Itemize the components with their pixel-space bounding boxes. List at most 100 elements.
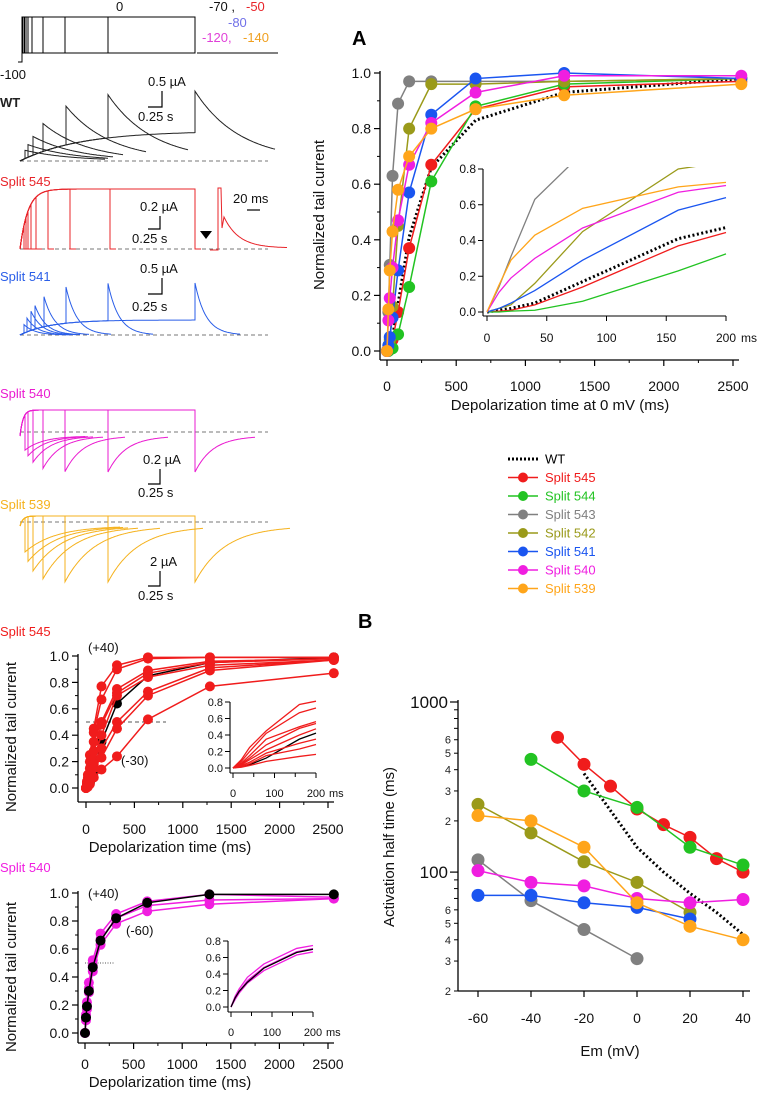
y-axis-label: Activation half time (ms) (381, 767, 398, 927)
chart-d: 0 500 1000 1500 2000 25000.00.20.40.60.81.0De… (0, 860, 344, 1091)
protocol-tail-540: -120, (202, 30, 232, 45)
legend-label: WT (545, 452, 565, 467)
current-trace (19, 515, 139, 581)
inset-y-tick-label: 0.2 (206, 986, 221, 998)
data-point (142, 897, 153, 908)
legend-marker (518, 491, 528, 501)
inset-y-tick-label: 0.2 (459, 269, 476, 283)
data-point (403, 150, 416, 163)
legend-label: Split 540 (545, 563, 596, 578)
inset-x-tick-label: 50 (540, 331, 554, 345)
current-trace (19, 217, 32, 250)
inset-x-tick-label: 200 (304, 1027, 322, 1039)
x-tick-label: 2000 (264, 1056, 295, 1072)
inset-y-tick-label: 0.4 (206, 969, 221, 981)
trace-panel-wt: WT 0.5 µA 0.25 s (0, 74, 276, 162)
series-split-539 (381, 78, 748, 357)
current-trace (19, 286, 112, 336)
inset-x-tick-label: 200 (307, 788, 325, 800)
y-minor-tick-label: 6 (445, 905, 451, 917)
x-axis-label: Em (mV) (580, 1043, 639, 1060)
data-point (403, 75, 416, 88)
y-minor-tick-label: 3 (445, 786, 451, 798)
data-point (403, 186, 416, 199)
data-point (471, 864, 485, 878)
scale-bar (148, 469, 161, 485)
current-traces: WT 0.5 µA 0.25 s Split 545 0.2 µA 0.25 s 20 ms… (0, 74, 290, 603)
series-line (582, 772, 744, 936)
data-point (736, 858, 750, 872)
current-trace (19, 188, 116, 250)
current-trace (19, 409, 125, 472)
data-point (142, 690, 153, 701)
data-point (425, 108, 438, 121)
y-minor-tick-label: 2 (445, 816, 451, 828)
inset-y-tick-label: 0.8 (459, 162, 476, 176)
scale-bar-current-label: 0.2 µA (143, 452, 181, 467)
inset-y-tick-label: 0.8 (208, 697, 223, 709)
y-tick-label: 0.0 (352, 343, 372, 359)
data-point (80, 1012, 91, 1023)
series-line (477, 859, 638, 960)
data-point (204, 889, 215, 900)
x-tick-label: 20 (682, 1010, 698, 1026)
series-8 (81, 668, 339, 793)
y-tick-label: 100 (420, 863, 448, 882)
data-point (471, 888, 485, 902)
x-tick-label: 0 (82, 821, 90, 837)
trace-label: Split 541 (0, 269, 51, 284)
y-axis-label: Normalized tail current (3, 901, 20, 1052)
data-point (392, 183, 405, 196)
inset-series-line (232, 720, 317, 769)
data-point (577, 896, 591, 910)
y-tick-label: 0.2 (352, 287, 372, 303)
current-trace (19, 316, 72, 336)
x-tick-label: 1000 (167, 1056, 198, 1072)
x-tick-label: 2500 (717, 378, 748, 394)
data-point (735, 78, 748, 91)
annotation: (-60) (126, 923, 153, 938)
y-minor-tick-label: 3 (445, 956, 451, 968)
x-tick-label: 500 (445, 378, 469, 394)
series-split-541 (471, 888, 697, 926)
y-tick-label: 1.0 (50, 885, 70, 901)
data-point (425, 122, 438, 135)
data-point (142, 672, 153, 683)
data-point (736, 893, 750, 907)
data-point (469, 86, 482, 99)
x-tick-label: 2000 (648, 378, 679, 394)
data-point (204, 665, 215, 676)
inset-series-line (487, 253, 727, 313)
x-tick-label: 0 (81, 1056, 89, 1072)
data-point (469, 103, 482, 116)
data-point (87, 962, 98, 973)
y-tick-label: 0.6 (50, 701, 70, 717)
data-point (577, 757, 591, 771)
inset-series-line (486, 181, 727, 313)
current-trace (19, 188, 201, 250)
data-point (471, 797, 485, 811)
legend-item: Split 544 (508, 489, 596, 504)
scale-bar-time-label: 0.25 s (138, 485, 174, 500)
inset-x-tick-label: 100 (263, 1027, 281, 1039)
legend-marker (518, 528, 528, 538)
data-point (736, 933, 750, 947)
y-minor-tick-label: 2 (445, 986, 451, 998)
legend-label: Split 542 (545, 526, 596, 541)
data-point (471, 853, 485, 867)
inset-series-line (230, 948, 314, 1008)
x-tick-label: 0 (633, 1010, 641, 1026)
data-point (630, 952, 644, 966)
x-tick-label: 1500 (579, 378, 610, 394)
inset-y-tick-label: 0.0 (459, 305, 476, 319)
inset-background (200, 694, 331, 801)
scale-bar (148, 571, 161, 587)
data-point (425, 78, 438, 91)
protocol-tail-541: -80 (228, 15, 247, 30)
legend-item: Split 539 (508, 581, 596, 596)
data-point (111, 913, 122, 924)
scale-bar-time-label: 0.25 s (138, 109, 174, 124)
data-point (630, 896, 644, 910)
legend-item: Split 542 (508, 526, 596, 541)
